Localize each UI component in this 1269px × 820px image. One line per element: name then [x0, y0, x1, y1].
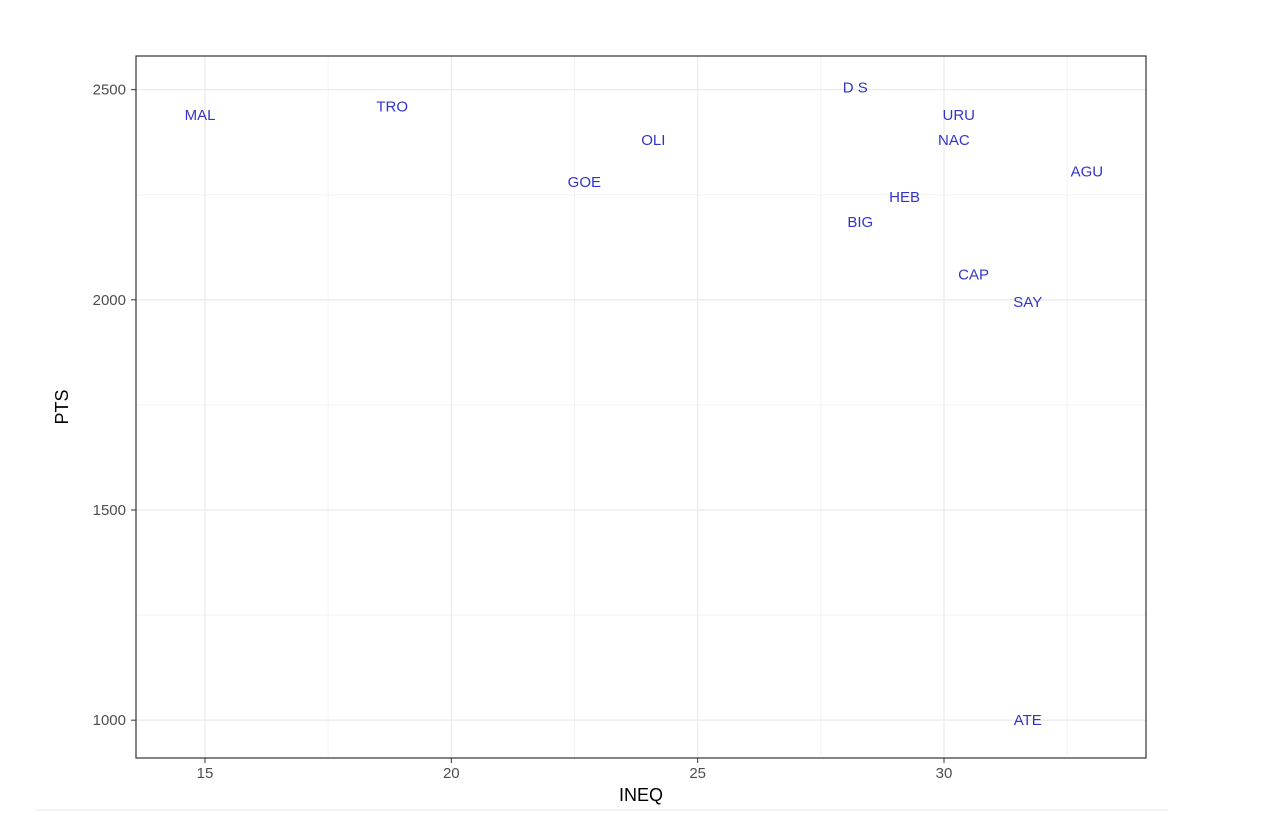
- point-label-uru: URU: [943, 107, 976, 124]
- major-gridlines: [136, 56, 1146, 758]
- y-axis-ticks: 1000 1500 2000 2500: [93, 82, 136, 729]
- y-axis-title: PTS: [52, 389, 72, 424]
- point-label-big: BIG: [847, 214, 873, 231]
- x-tick-label: 25: [689, 765, 706, 782]
- point-label-heb: HEB: [889, 189, 920, 206]
- point-label-d-s: D S: [843, 80, 868, 97]
- minor-gridlines: [136, 56, 1146, 758]
- x-axis-title: INEQ: [619, 785, 663, 805]
- y-tick-label: 1500: [93, 502, 126, 519]
- point-label-nac: NAC: [938, 132, 970, 149]
- y-tick-label: 1000: [93, 712, 126, 729]
- x-tick-label: 30: [936, 765, 953, 782]
- point-label-tro: TRO: [376, 98, 408, 115]
- x-axis-ticks: 15 20 25 30: [197, 758, 953, 782]
- point-label-agu: AGU: [1071, 164, 1104, 181]
- point-label-mal: MAL: [185, 107, 216, 124]
- point-label-goe: GOE: [568, 174, 601, 191]
- point-labels: MAL TRO OLI GOE D S URU NAC AGU HEB BIG CAP SAY ATE: [185, 80, 1104, 730]
- y-tick-label: 2500: [93, 82, 126, 99]
- plot-background: [136, 56, 1146, 758]
- x-tick-label: 15: [197, 765, 214, 782]
- point-label-oli: OLI: [641, 132, 665, 149]
- point-label-say: SAY: [1013, 294, 1042, 311]
- panel-border: [135, 55, 1147, 759]
- point-label-ate: ATE: [1014, 712, 1042, 729]
- point-label-cap: CAP: [958, 267, 989, 284]
- y-tick-label: 2000: [93, 292, 126, 309]
- x-tick-label: 20: [443, 765, 460, 782]
